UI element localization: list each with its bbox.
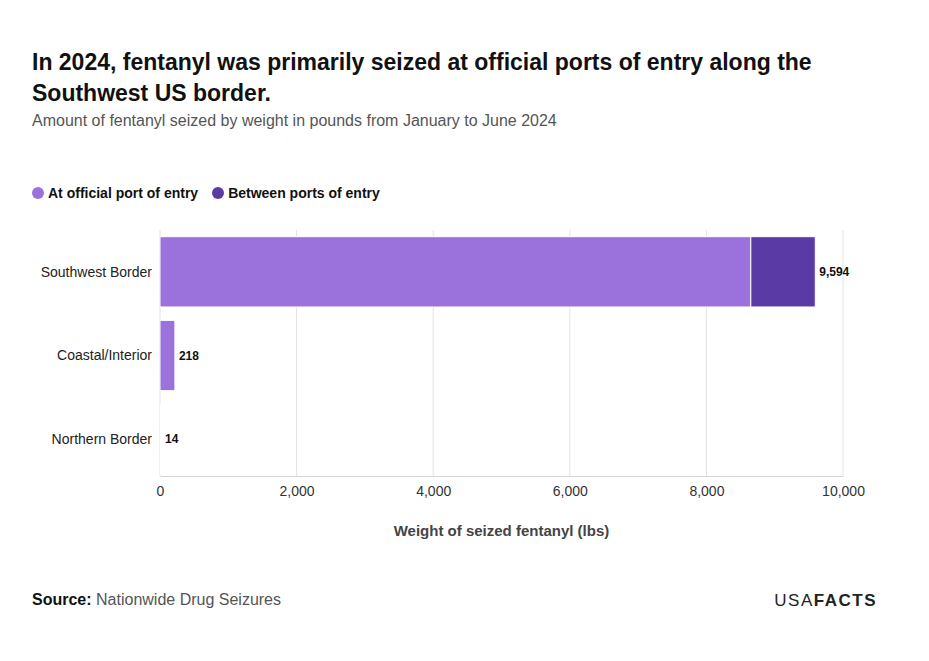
legend-label: Between ports of entry <box>228 185 380 201</box>
tick: 2,000 <box>280 476 315 499</box>
total-labels: 9,594 218 14 <box>165 265 850 446</box>
tick: 4,000 <box>416 476 451 499</box>
spacer <box>92 591 96 608</box>
title: In 2024, fentanyl was primarily seized a… <box>32 47 832 109</box>
source: Source: Nationwide Drug Seizures <box>32 591 281 609</box>
bar <box>174 320 175 390</box>
legend-item: At official port of entry <box>32 185 198 201</box>
tick-label: 0 <box>157 483 165 499</box>
axis-line <box>161 476 844 477</box>
logo-part: FACTS <box>814 591 877 610</box>
category-label: Coastal/Interior <box>57 347 152 363</box>
bar <box>751 237 815 307</box>
tick: 8,000 <box>689 476 724 499</box>
x-axis-title: Weight of seized fentanyl (lbs) <box>394 522 610 539</box>
tick-label: 10,000 <box>822 483 865 499</box>
bar <box>160 404 161 474</box>
x-axis: 0 2,000 4,000 6,000 8,000 10,000 <box>157 476 866 499</box>
tick: 6,000 <box>553 476 588 499</box>
logo: USAFACTS <box>774 591 877 611</box>
bar <box>160 237 751 307</box>
tick: 0 <box>157 476 165 499</box>
grid <box>160 230 843 476</box>
legend-item: Between ports of entry <box>212 185 380 201</box>
legend-label: At official port of entry <box>48 185 198 201</box>
series-group <box>751 237 815 307</box>
category-label: Southwest Border <box>41 264 153 280</box>
tick-label: 2,000 <box>280 483 315 499</box>
logo-part: USA <box>774 591 813 610</box>
total-label: 9,594 <box>819 265 849 279</box>
bar <box>160 404 161 474</box>
category-labels: Southwest Border Coastal/Interior Northern… <box>41 264 153 447</box>
total-label: 218 <box>179 349 199 363</box>
tick-label: 8,000 <box>689 483 724 499</box>
legend-swatch <box>212 187 224 199</box>
legend: At official port of entry Between ports o… <box>32 185 380 201</box>
bar <box>160 320 175 390</box>
tick-label: 4,000 <box>416 483 451 499</box>
tick-label: 6,000 <box>553 483 588 499</box>
source-text: Nationwide Drug Seizures <box>96 591 281 608</box>
category-label: Northern Border <box>52 431 153 447</box>
bars <box>160 237 815 475</box>
source-label: Source: <box>32 591 92 608</box>
subtitle: Amount of fentanyl seized by weight in p… <box>32 112 557 130</box>
legend-swatch <box>32 187 44 199</box>
series-group <box>160 237 751 475</box>
total-label: 14 <box>165 432 179 446</box>
tick: 10,000 <box>822 476 865 499</box>
